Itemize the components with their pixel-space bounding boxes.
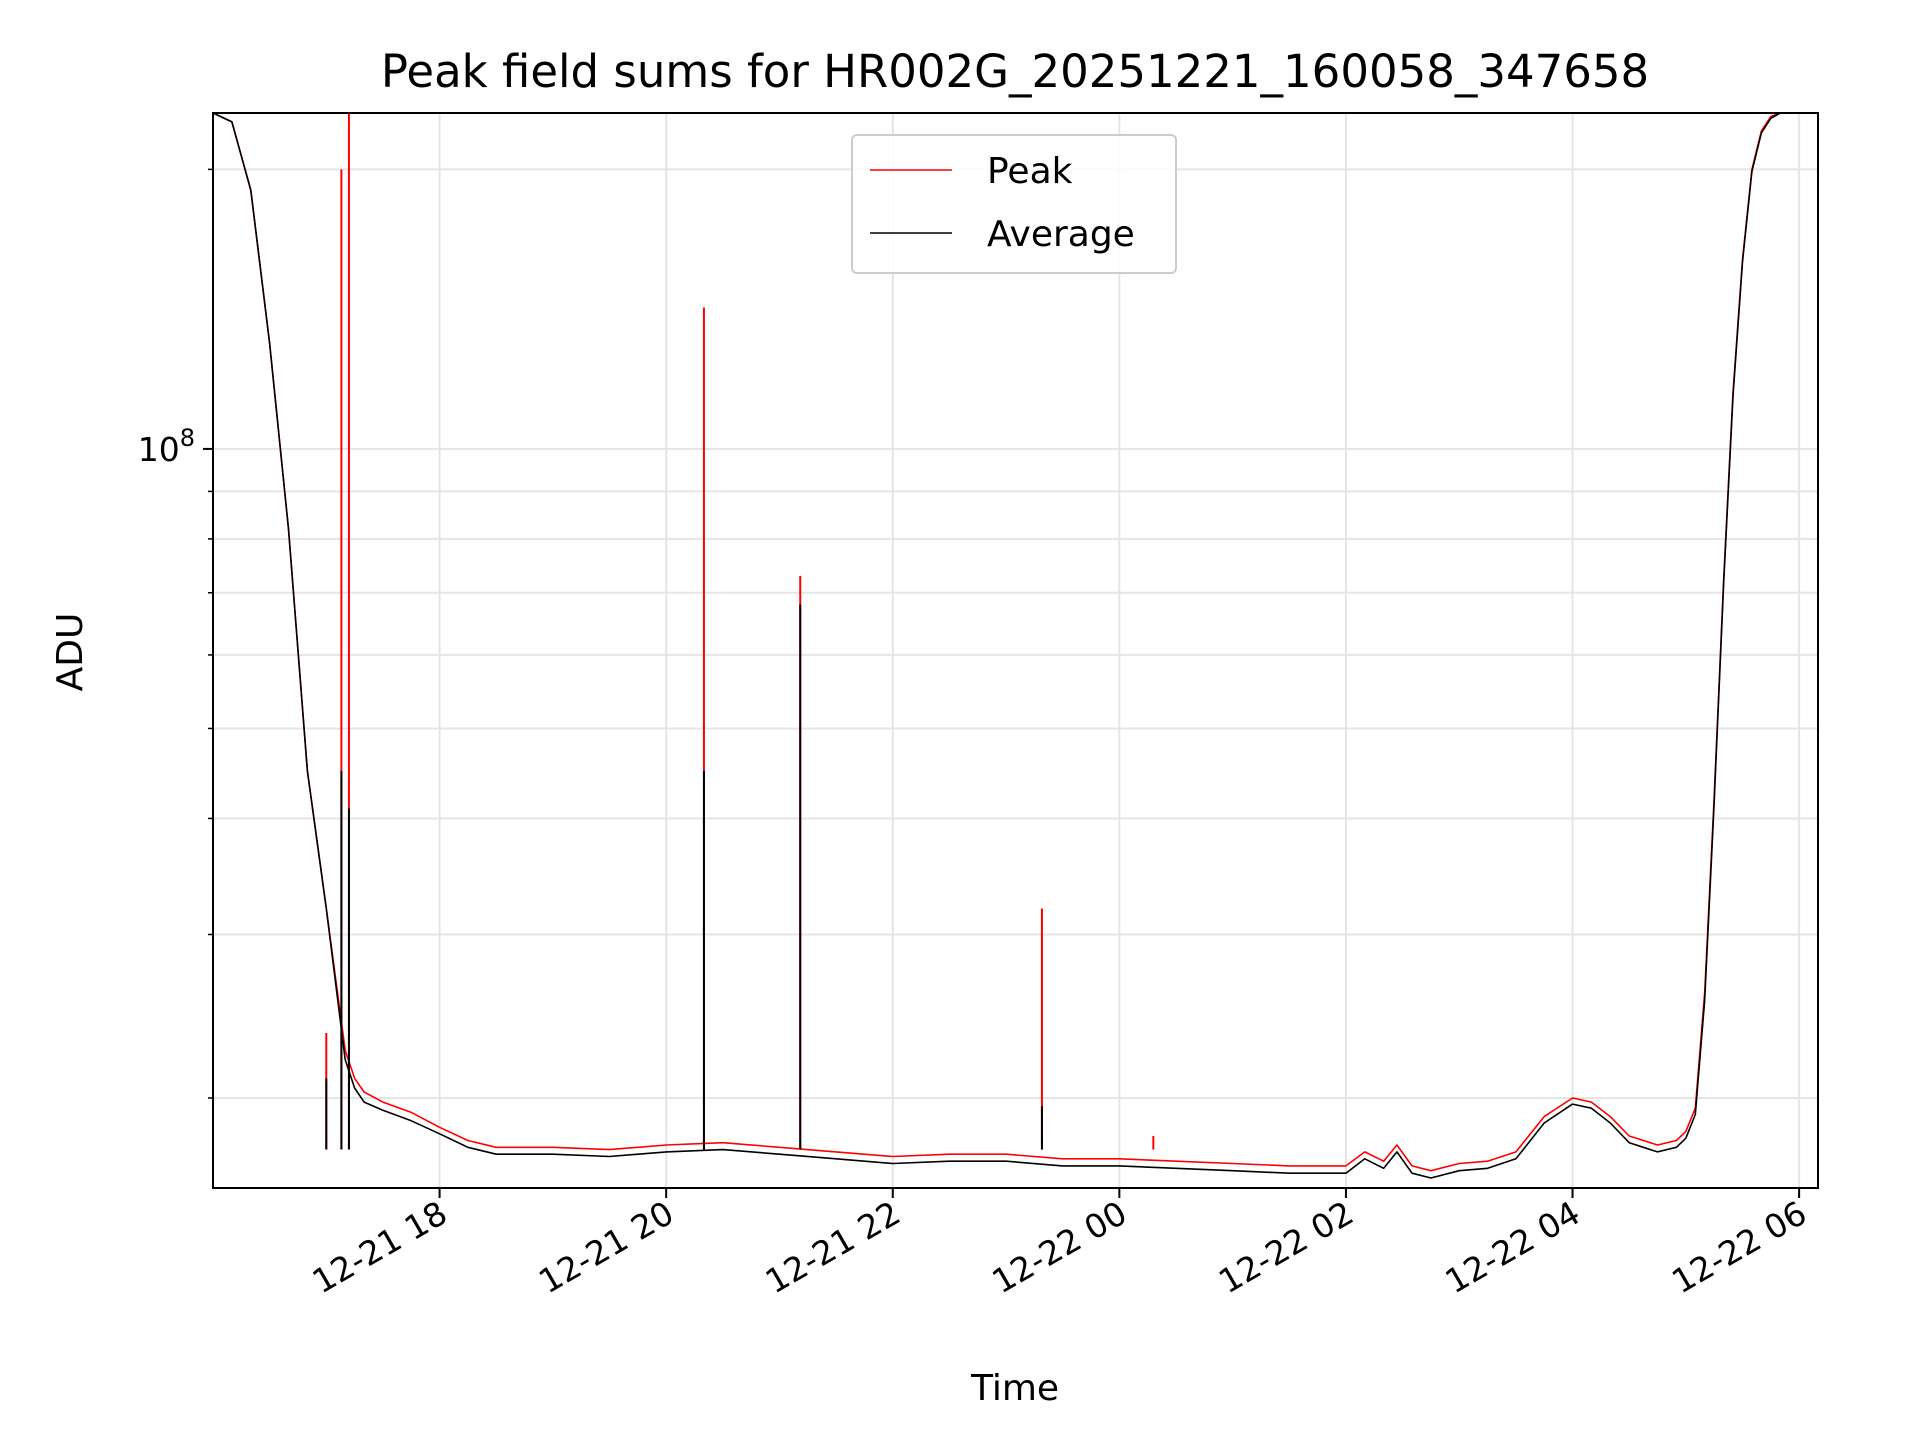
grid (213, 113, 1818, 1188)
plot-series (212, 112, 1818, 1179)
series-line-average (212, 112, 1818, 1179)
y-axis-label: ADU (50, 613, 91, 692)
y-tick-label: 108 (138, 424, 195, 469)
y-axis: 108 (138, 168, 213, 1099)
legend: Peak Average (851, 134, 1177, 274)
plot-frame (212, 112, 1819, 1189)
legend-label-average: Average (987, 214, 1135, 255)
legend-label-peak: Peak (987, 151, 1073, 192)
x-axis-label: Time (970, 1368, 1059, 1409)
chart-title: Peak field sums for HR002G_20251221_1600… (381, 45, 1649, 98)
